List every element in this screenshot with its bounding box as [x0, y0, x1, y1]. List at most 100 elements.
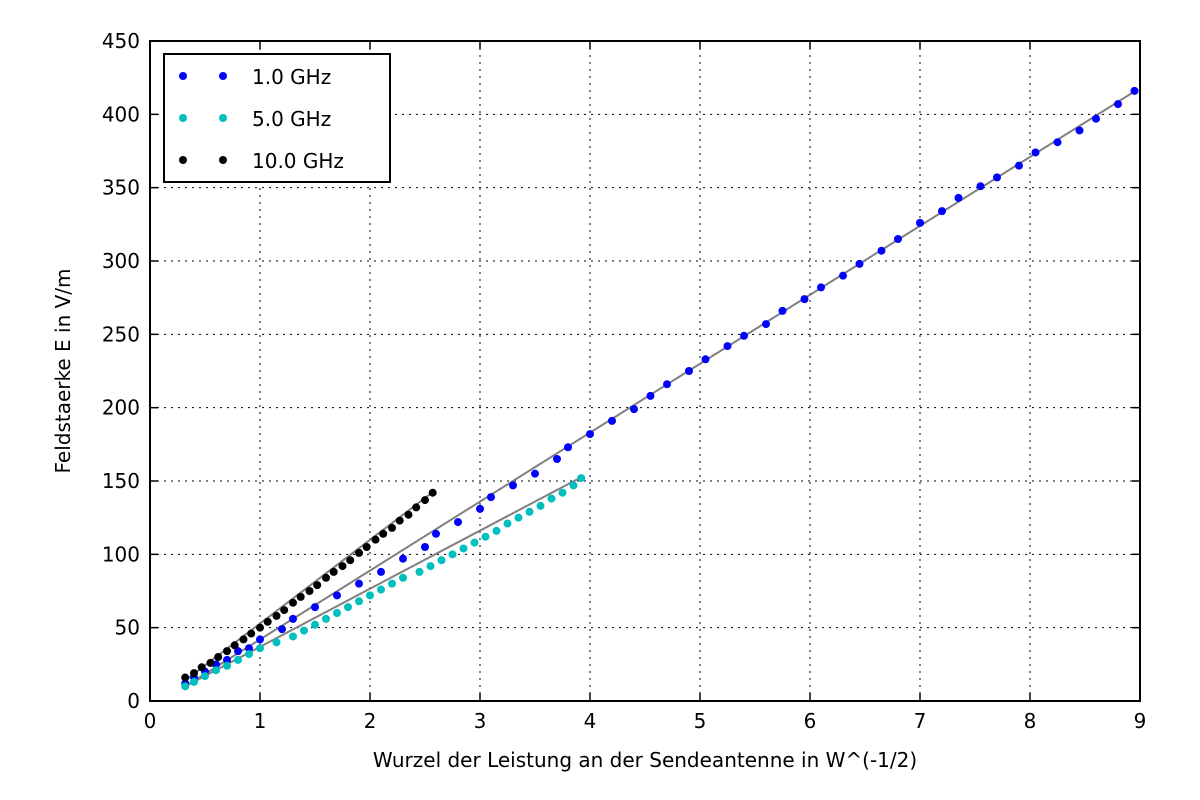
x-tick-labels: 0 1 2 3 4 5 6 7 8 9	[144, 709, 1147, 733]
x-tick-label: 0	[144, 709, 157, 733]
data-point-1	[278, 625, 286, 634]
data-point-2	[448, 550, 457, 559]
data-point-1	[630, 405, 638, 414]
data-point-2	[426, 562, 435, 571]
legend-marker-2	[179, 114, 187, 122]
legend-marker-3b	[219, 156, 227, 164]
x-tick-label: 3	[474, 709, 487, 733]
data-point-1	[938, 207, 946, 216]
y-tick-label: 400	[102, 102, 140, 126]
y-axis-label: Feldstaerke E in V/m	[51, 268, 75, 473]
x-tick-label: 6	[804, 709, 817, 733]
x-tick-label: 5	[694, 709, 707, 733]
data-point-3	[329, 567, 338, 576]
data-point-1	[976, 182, 985, 191]
data-point-3	[206, 658, 215, 667]
data-point-2	[536, 501, 545, 510]
y-tick-label: 50	[115, 616, 140, 640]
data-point-3	[296, 592, 305, 601]
legend-label-2: 5.0 GHz	[252, 107, 331, 131]
data-point-3	[379, 529, 388, 538]
data-point-2	[514, 513, 523, 522]
x-tick-label: 8	[1024, 709, 1037, 733]
data-point-3	[272, 611, 281, 620]
data-point-1	[487, 493, 495, 502]
data-point-2	[322, 614, 330, 623]
data-point-1	[1015, 161, 1023, 170]
data-point-3	[263, 617, 272, 626]
data-point-2	[503, 519, 512, 528]
data-point-1	[333, 591, 341, 600]
data-point-3	[355, 548, 363, 557]
legend-marker-3	[179, 156, 187, 164]
data-point-2	[289, 632, 297, 641]
data-point-1	[740, 331, 748, 340]
data-point-2	[569, 481, 578, 490]
data-point-2	[190, 677, 198, 686]
data-point-1	[564, 443, 572, 452]
data-point-1	[509, 481, 517, 490]
data-point-1	[1031, 148, 1040, 157]
data-point-3	[230, 641, 239, 650]
data-point-1	[223, 655, 231, 664]
data-point-2	[311, 620, 319, 629]
data-point-1	[1114, 100, 1122, 109]
x-tick-label: 2	[364, 709, 377, 733]
data-point-2	[272, 638, 281, 647]
x-tick-label: 1	[254, 709, 267, 733]
data-point-1	[993, 173, 1001, 182]
data-point-1	[723, 342, 732, 351]
data-point-1	[245, 644, 253, 653]
data-point-2	[300, 626, 308, 635]
data-point-2	[223, 661, 231, 670]
data-point-1	[1092, 114, 1100, 123]
axis-ticks	[149, 40, 1141, 702]
legend-item-2: 5.0 GHz	[179, 107, 331, 131]
data-point-1	[454, 518, 462, 527]
data-point-2	[525, 507, 534, 516]
data-point-2	[388, 579, 396, 588]
data-point-3	[256, 623, 264, 632]
y-tick-label: 150	[102, 469, 140, 493]
data-point-3	[428, 488, 437, 497]
y-tick-label: 200	[102, 396, 140, 420]
legend-label-1: 1.0 GHz	[252, 65, 331, 89]
data-point-1	[646, 391, 655, 400]
data-point-1	[608, 416, 616, 425]
data-point-3	[181, 673, 190, 682]
legend-marker-1	[179, 72, 187, 80]
data-point-3	[362, 543, 371, 551]
data-point-1	[399, 554, 407, 563]
x-tick-label: 7	[914, 709, 927, 733]
data-point-1	[663, 380, 671, 389]
data-point-3	[322, 573, 330, 582]
y-tick-label: 0	[127, 689, 140, 713]
data-point-1	[432, 529, 440, 538]
data-point-1	[778, 306, 787, 315]
x-tick-label: 9	[1134, 709, 1147, 733]
data-point-1	[894, 235, 902, 243]
data-point-2	[558, 488, 567, 497]
y-tick-label: 350	[102, 176, 140, 200]
x-axis-label: Wurzel der Leistung an der Sendeantenne …	[373, 748, 917, 772]
data-point-2	[366, 591, 374, 600]
data-point-1	[800, 295, 809, 304]
x-tick-label: 4	[584, 709, 597, 733]
data-point-1	[586, 430, 594, 439]
legend-item-1: 1.0 GHz	[179, 65, 331, 89]
data-point-1	[377, 567, 385, 576]
data-point-2	[256, 644, 264, 653]
data-point-1	[476, 504, 484, 513]
data-point-1	[553, 455, 561, 463]
y-tick-label: 450	[102, 29, 140, 53]
data-point-1	[355, 579, 363, 588]
data-point-1	[916, 218, 924, 227]
data-point-3	[338, 562, 347, 571]
data-point-1	[421, 543, 429, 551]
data-point-3	[223, 647, 231, 656]
data-point-3	[388, 523, 396, 532]
data-point-2	[344, 603, 352, 612]
legend-marker-1b	[219, 72, 227, 80]
y-tick-label: 250	[102, 322, 140, 346]
y-tick-label: 300	[102, 249, 140, 273]
